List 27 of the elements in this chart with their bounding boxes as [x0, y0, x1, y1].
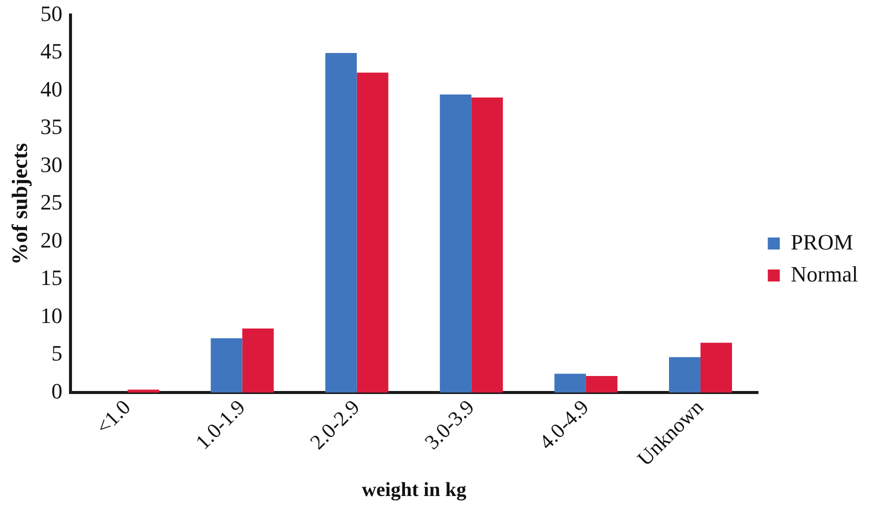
- y-tick-label: 50: [40, 0, 62, 26]
- y-tick-label: 15: [40, 265, 62, 290]
- legend-label: PROM: [790, 229, 854, 254]
- y-tick-label: 40: [40, 76, 62, 102]
- y-axis-title: %of subjects: [6, 142, 32, 265]
- bar: [356, 72, 388, 393]
- bar: [471, 97, 503, 393]
- bar: [700, 342, 732, 393]
- bar: [325, 52, 357, 393]
- y-tick-label: 35: [40, 114, 62, 140]
- bar: [242, 328, 274, 393]
- bar: [669, 357, 701, 393]
- bar: [554, 374, 586, 393]
- legend-label: Normal: [790, 261, 858, 286]
- y-tick-label: 5: [51, 340, 62, 366]
- bar: [210, 338, 242, 393]
- bar: [586, 376, 618, 393]
- bar: [128, 390, 160, 393]
- y-tick-label: 30: [40, 152, 62, 177]
- y-tick-label: 45: [40, 38, 62, 64]
- y-tick-label: 10: [40, 302, 62, 328]
- y-tick-label: 25: [40, 190, 62, 215]
- x-axis-title: weight in kg: [362, 479, 466, 502]
- y-tick-label: 0: [51, 378, 62, 404]
- bar: [440, 94, 472, 393]
- x-tick-label: <1.0: [91, 394, 136, 439]
- y-tick-label: 20: [40, 227, 62, 252]
